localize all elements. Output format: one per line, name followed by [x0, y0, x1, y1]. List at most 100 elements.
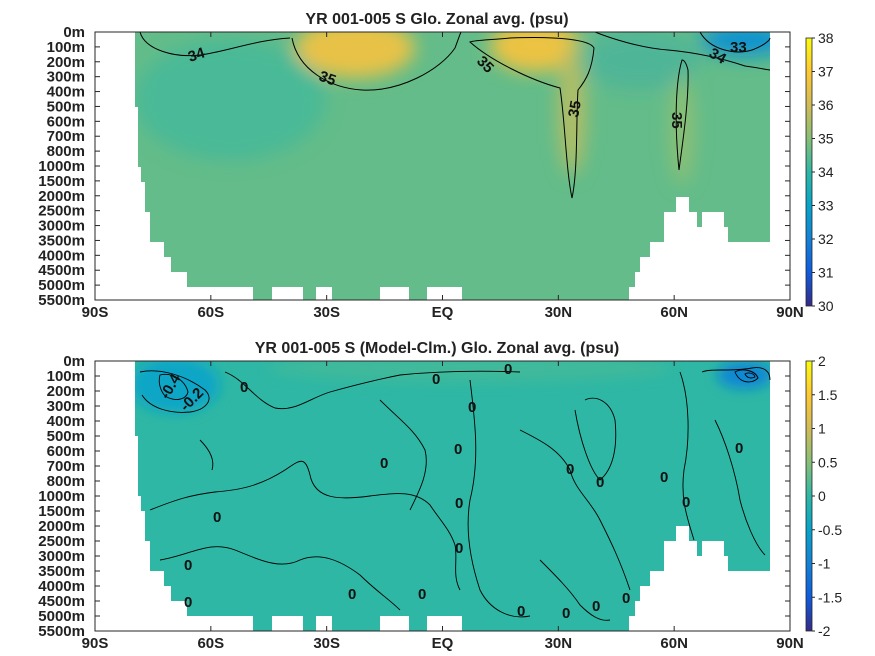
panel2-title: YR 001-005 S (Model-Clm.) Glo. Zonal avg…	[255, 340, 620, 357]
colorbar-tick-label: 35	[818, 131, 834, 147]
colorbar-tick-label: -1	[818, 556, 831, 572]
contour-label: 0	[380, 455, 388, 472]
x-tick-label: 60N	[660, 635, 688, 652]
panel2-contours	[139, 367, 771, 621]
contour-34-north	[594, 32, 771, 71]
panel1-contours	[139, 32, 771, 199]
feature-arctic-fresh	[700, 32, 790, 56]
contour-label: 0	[562, 605, 570, 622]
y-tick-label: 0m	[63, 24, 85, 41]
colorbar-tick-label: -0.5	[818, 522, 842, 538]
colorbar-tick-label: 0.5	[818, 454, 838, 470]
y-tick-label: 1000m	[38, 158, 85, 175]
x-tick-label: 60N	[660, 304, 688, 321]
x-tick-label: 30N	[545, 635, 573, 652]
feature-nordic-seas	[670, 75, 694, 185]
contour-label: 34	[186, 44, 208, 66]
panel2-x-axis: 90S 60S 30S EQ 30N 60N 90N	[82, 361, 804, 652]
contour-label: 0	[735, 440, 743, 457]
x-tick-label: 90N	[776, 304, 804, 321]
y-tick-label: 1500m	[38, 503, 85, 520]
colorbar-tick-label: -2	[818, 623, 831, 639]
panel1-colorbar	[805, 37, 813, 307]
y-tick-label: 600m	[47, 443, 85, 460]
feature-north-pacific-fresh	[580, 32, 700, 90]
contour-label: 0	[504, 361, 512, 378]
contour-label: 0	[566, 461, 574, 478]
y-tick-label: 5500m	[38, 623, 85, 640]
y-tick-label: 3500m	[38, 232, 85, 249]
y-tick-label: 2500m	[38, 203, 85, 220]
y-tick-label: 300m	[47, 398, 85, 415]
contour-35-med	[469, 37, 595, 199]
contour-label: 0	[596, 474, 604, 491]
feature-arctic-anomaly	[717, 361, 773, 389]
x-tick-label: 60S	[197, 635, 224, 652]
x-tick-label: 30S	[313, 304, 340, 321]
y-tick-label: 400m	[47, 413, 85, 430]
colorbar-tick-label: 34	[818, 164, 834, 180]
feature-aaiw	[135, 40, 325, 160]
feature-subtropical-north	[490, 32, 580, 72]
y-tick-label: 100m	[47, 39, 85, 56]
y-tick-label: 500m	[47, 98, 85, 115]
contour-label: 35	[317, 68, 338, 90]
colorbar-tick-label: 37	[818, 64, 834, 80]
x-tick-label: 90N	[776, 635, 804, 652]
x-tick-label: EQ	[432, 635, 454, 652]
y-tick-label: 3500m	[38, 563, 85, 580]
contour-label: 0	[660, 469, 668, 486]
contour-label: 0	[468, 399, 476, 416]
panel1-colorbar-ticks: 30 31 32 33 34 35 36 37 38	[812, 30, 834, 314]
x-tick-label: 90S	[82, 635, 109, 652]
colorbar-tick-label: 33	[818, 198, 834, 214]
y-tick-label: 800m	[47, 143, 85, 160]
contour-35-south	[291, 32, 462, 91]
panel1-field: 34 35 35 35 35 34 33	[95, 32, 790, 300]
feature-southern-ocean-freshening	[130, 361, 220, 413]
panel2-colorbar	[805, 360, 813, 632]
panel1-land-mask	[95, 32, 253, 300]
y-tick-label: 2000m	[38, 518, 85, 535]
y-tick-label: 3000m	[38, 218, 85, 235]
y-tick-label: 1500m	[38, 173, 85, 190]
contour-label: 0	[622, 590, 630, 607]
panel1-y-axis: 0m100m200m300m400m500m600m700m800m1000m1…	[38, 24, 790, 309]
colorbar-tick-label: 2	[818, 353, 826, 369]
x-tick-label: 90S	[82, 304, 109, 321]
feature-tropical-surface	[270, 361, 670, 382]
contour-label: 0	[184, 594, 192, 611]
panel1-x-axis: 90S 60S 30S EQ 30N 60N 90N	[82, 32, 804, 321]
y-tick-label: 4000m	[38, 247, 85, 264]
y-tick-label: 800m	[47, 473, 85, 490]
x-tick-label: 60S	[197, 304, 224, 321]
contour-34-south	[139, 32, 291, 57]
y-tick-label: 700m	[47, 128, 85, 145]
contour-label: 0	[348, 586, 356, 603]
feature-subtropical-south	[295, 32, 415, 78]
contour-label: 0	[184, 557, 192, 574]
contour-35-nordic	[675, 59, 689, 171]
y-tick-label: 200m	[47, 54, 85, 71]
contour-label: 0	[682, 494, 690, 511]
x-tick-label: 30N	[545, 304, 573, 321]
contour-label: 0	[432, 371, 440, 388]
y-tick-label: 400m	[47, 84, 85, 101]
y-tick-label: 2000m	[38, 188, 85, 205]
y-tick-label: 100m	[47, 368, 85, 385]
colorbar-tick-label: 32	[818, 231, 834, 247]
contour-33-north	[699, 32, 771, 53]
panel2-land-mask	[95, 361, 253, 631]
x-tick-label: 30S	[313, 635, 340, 652]
y-tick-label: 3000m	[38, 548, 85, 565]
colorbar-tick-label: 31	[818, 265, 834, 281]
y-tick-label: 600m	[47, 113, 85, 130]
colorbar-tick-label: 38	[818, 30, 834, 46]
panel2-colorbar-ticks: 2 1.5 1 0.5 0 -0.5 -1 -1.5 -2	[812, 353, 842, 639]
y-tick-label: 4500m	[38, 593, 85, 610]
y-tick-label: 300m	[47, 69, 85, 86]
y-tick-label: 200m	[47, 383, 85, 400]
colorbar-tick-label: -1.5	[818, 589, 842, 605]
colorbar-tick-label: 1.5	[818, 387, 838, 403]
